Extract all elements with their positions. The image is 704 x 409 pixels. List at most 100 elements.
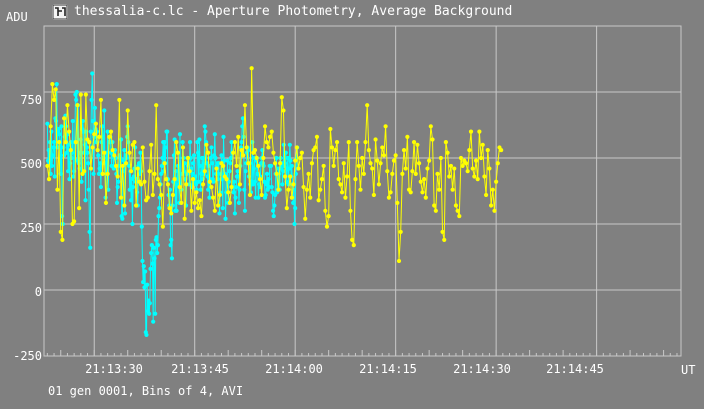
series-0-point <box>51 145 56 150</box>
series-0-point <box>105 129 110 134</box>
series-1-point <box>468 129 474 134</box>
series-1-point <box>376 182 382 187</box>
series-0-point <box>264 182 269 187</box>
series-0-point <box>130 184 136 190</box>
series-1-point <box>386 195 392 200</box>
series-1-point <box>480 142 485 147</box>
series-1-point <box>252 147 258 153</box>
series-0-point <box>128 198 134 203</box>
series-1-point <box>246 161 251 166</box>
series-1-point <box>499 147 504 153</box>
series-1-point <box>237 182 243 187</box>
series-1-point <box>329 145 335 150</box>
series-0-point <box>292 221 297 227</box>
series-1-point <box>95 147 100 153</box>
series-1-point <box>149 142 154 147</box>
series-1-point <box>395 200 400 205</box>
series-0-point <box>232 179 237 184</box>
series-1-point <box>378 161 383 166</box>
series-0-point <box>252 179 258 184</box>
series-1-point <box>418 179 423 184</box>
series-1-point <box>314 134 320 139</box>
series-0-point <box>145 282 150 287</box>
series-1-point <box>60 237 65 242</box>
series-0-point <box>169 237 174 242</box>
series-0-point <box>168 243 173 248</box>
series-1-point <box>103 200 109 205</box>
series-1-point <box>293 158 298 163</box>
series-1-point <box>323 208 328 213</box>
series-0-point <box>143 269 148 274</box>
series-1-point <box>281 108 286 113</box>
series-1-point <box>425 166 430 171</box>
series-0-point <box>195 150 201 155</box>
series-0-point <box>237 187 242 192</box>
y-tick-label: 250 <box>20 221 42 235</box>
series-1-point <box>206 150 211 155</box>
series-0-point <box>152 256 157 261</box>
series-1-point <box>160 224 165 229</box>
series-1-point <box>123 161 129 166</box>
series-1-point <box>175 150 181 155</box>
series-1-point <box>467 147 472 153</box>
series-1-point <box>46 177 52 182</box>
series-1-point <box>338 182 343 187</box>
series-1-point <box>438 155 443 161</box>
series-1-point <box>134 203 139 208</box>
series-0-point <box>147 301 152 306</box>
series-1-point <box>122 203 127 208</box>
series-1-point <box>299 150 304 155</box>
series-0-point <box>74 89 79 95</box>
series-0-point <box>151 319 156 324</box>
series-1-point <box>264 140 269 145</box>
series-0-point <box>231 190 236 195</box>
series-1-point <box>452 166 457 171</box>
series-1-point <box>316 198 321 203</box>
series-1-point <box>492 208 497 213</box>
series-1-point <box>232 140 237 145</box>
series-1-point <box>435 171 440 176</box>
series-1-point <box>473 158 479 163</box>
series-1-point <box>288 174 293 179</box>
series-1-point <box>172 177 177 182</box>
x-tick-label: 21:14:00 <box>265 362 323 376</box>
series-1-point <box>145 195 150 200</box>
series-1-point <box>274 171 279 176</box>
series-1-point <box>113 163 119 169</box>
series-0-point <box>291 200 296 205</box>
series-1-point <box>355 140 360 145</box>
x-tick-label: 21:14:45 <box>546 362 604 376</box>
series-0-point <box>263 192 268 198</box>
series-1-point <box>278 161 283 166</box>
series-1-point <box>482 174 487 179</box>
series-1-point <box>363 140 368 145</box>
series-0-point <box>142 285 147 290</box>
series-0-point <box>137 161 142 166</box>
series-1-point <box>269 129 274 134</box>
chart-app-icon[interactable] <box>52 4 68 20</box>
series-1-point <box>333 147 338 153</box>
series-0-point <box>190 171 195 176</box>
series-0-point <box>264 171 270 176</box>
series-1-point <box>276 187 281 192</box>
series-1-point <box>128 169 134 174</box>
series-0-point <box>281 169 286 174</box>
series-1-point <box>209 184 214 190</box>
plot-frame <box>43 25 682 357</box>
x-tick-label: 21:13:45 <box>171 362 229 376</box>
series-1-point <box>477 129 482 134</box>
series-1-point <box>448 163 454 169</box>
series-0-point <box>206 187 211 192</box>
series-1-point <box>68 147 73 153</box>
series-1-point <box>117 97 122 103</box>
series-0-point <box>193 182 199 187</box>
series-0-point <box>169 256 175 261</box>
series-0-point <box>242 208 248 213</box>
series-0-point <box>272 203 277 208</box>
series-1-point <box>140 145 145 150</box>
series-0-point <box>90 71 95 76</box>
series-1-point <box>244 145 249 150</box>
series-1-point <box>309 161 315 166</box>
series-1-point <box>308 195 313 200</box>
series-0-point <box>140 258 145 264</box>
